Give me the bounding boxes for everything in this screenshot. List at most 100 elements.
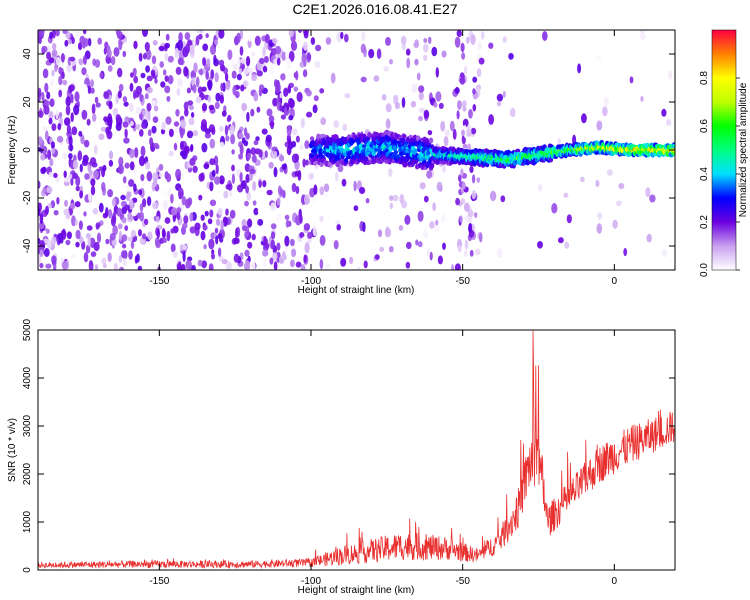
- spectrogram-cell: [211, 127, 216, 135]
- spectrogram-cell: [38, 180, 41, 189]
- spectrogram-cell: [176, 207, 182, 213]
- spectrogram-cell: [151, 55, 157, 65]
- spectrogram-cell: [95, 222, 101, 229]
- spectrogram-panel: -150 -100 -50 0 -40 -20 0 20 40 Height of strai…: [7, 29, 676, 296]
- spectrogram-cell: [119, 266, 125, 270]
- spectrogram-cell: [202, 224, 208, 231]
- spectrogram-cell: [406, 106, 412, 115]
- spectrogram-cell: [113, 262, 118, 270]
- spectrogram-cell: [70, 253, 76, 259]
- spectrogram-cell: [236, 73, 242, 81]
- spectrogram-cell: [295, 185, 300, 195]
- spectrogram-cell: [74, 201, 81, 208]
- spectrogram-cell: [246, 111, 250, 123]
- spectrogram-cell: [123, 137, 130, 144]
- spectrogram-cell: [62, 152, 68, 160]
- spectrogram-cell: [478, 57, 485, 65]
- spectrogram-cell: [239, 144, 244, 156]
- spectrogram-cell: [179, 128, 184, 139]
- spectrogram-cell: [81, 67, 87, 76]
- spectrogram-cell: [133, 40, 138, 50]
- spectrogram-cell: [333, 120, 340, 128]
- spectrogram-cell: [207, 95, 212, 103]
- spectrogram-cell: [303, 254, 307, 263]
- spectrogram-cell: [233, 253, 240, 263]
- y-tick-label: 2000: [22, 462, 33, 485]
- spectrogram-cell: [92, 208, 99, 215]
- spectrogram-cell: [70, 112, 74, 123]
- x-tick-label: -50: [455, 576, 470, 587]
- spectrogram-ridge-cell: [429, 164, 435, 169]
- spectrogram-cell: [144, 41, 150, 52]
- spectrogram-cell: [192, 36, 196, 48]
- spectrogram-cell: [90, 87, 95, 94]
- spectrogram-cell: [225, 72, 229, 82]
- spectrogram-cell: [257, 218, 264, 226]
- spectrogram-cell: [192, 165, 198, 173]
- spectrogram-cell: [110, 56, 116, 66]
- spectrogram-cell: [471, 174, 476, 184]
- spectrogram-cell: [158, 45, 165, 52]
- spectrogram-cell: [288, 50, 295, 62]
- spectrogram-cell: [126, 192, 130, 202]
- spectrogram-cell: [118, 83, 124, 92]
- spectrogram-cell: [462, 118, 469, 128]
- spectrogram-cell: [264, 150, 268, 158]
- spectrogram-cell: [241, 102, 248, 112]
- spectrogram-cell: [141, 122, 146, 129]
- spectrogram-cell: [151, 125, 157, 134]
- spectrogram-cell: [117, 90, 122, 99]
- spectrogram-cell: [201, 119, 207, 129]
- spectrogram-cell: [285, 219, 290, 228]
- spectrogram-cell: [209, 138, 216, 149]
- spectrogram-cell: [441, 213, 446, 223]
- spectrogram-cell: [238, 68, 243, 75]
- spectrogram-cell: [477, 41, 482, 50]
- spectrogram-cell: [251, 154, 257, 163]
- spectrogram-cell: [177, 57, 184, 65]
- spectrogram-cell: [86, 118, 91, 126]
- spectrogram-cell: [51, 236, 57, 245]
- spectrogram-cell: [639, 33, 646, 40]
- x-tick-label: -50: [455, 276, 470, 287]
- spectrogram-cell: [603, 96, 610, 107]
- spectrogram-cell: [142, 30, 148, 37]
- spectrogram-cell: [250, 108, 255, 117]
- spectrogram-cell: [87, 85, 92, 94]
- spectrogram-cell: [216, 218, 221, 226]
- spectrogram-ridge-cell: [334, 134, 339, 141]
- spectrogram-cell: [458, 174, 462, 183]
- spectrogram-cell: [247, 241, 253, 249]
- spectrogram-cell: [42, 68, 49, 79]
- spectrogram-cell: [145, 161, 151, 170]
- spectrogram-cell: [69, 56, 76, 62]
- spectrogram-cell: [79, 35, 86, 44]
- spectrogram-cell: [46, 51, 52, 60]
- spectrogram-cell: [87, 236, 91, 247]
- spectrogram-cell: [256, 70, 263, 77]
- spectrogram-cell: [171, 207, 178, 216]
- spectrogram-cell: [188, 117, 195, 126]
- spectrogram-cell: [44, 100, 50, 107]
- spectrogram-cell: [205, 33, 209, 39]
- spectrogram-cell: [45, 263, 52, 269]
- spectrogram-cell: [270, 120, 275, 130]
- spectrogram-cell: [182, 251, 186, 262]
- spectrogram-cell: [58, 75, 63, 86]
- spectrogram-cell: [466, 36, 470, 44]
- spectrogram-cell: [151, 100, 157, 106]
- spectrogram-cell: [251, 233, 256, 241]
- spectrogram-cell: [82, 30, 87, 35]
- spectrogram-cell: [377, 229, 383, 238]
- spectrogram-cell: [383, 66, 389, 72]
- spectrogram-cell: [159, 237, 165, 244]
- spectrogram-cell: [162, 237, 167, 244]
- spectrogram-cell: [460, 42, 465, 53]
- spectrogram-cell: [183, 215, 189, 224]
- spectrogram-cell: [227, 114, 232, 122]
- spectrogram-cell: [43, 248, 50, 257]
- spectrogram-cell: [129, 82, 134, 92]
- spectrogram-cell: [225, 135, 230, 142]
- spectrogram-cell: [66, 63, 72, 73]
- spectrogram-cell: [130, 121, 134, 126]
